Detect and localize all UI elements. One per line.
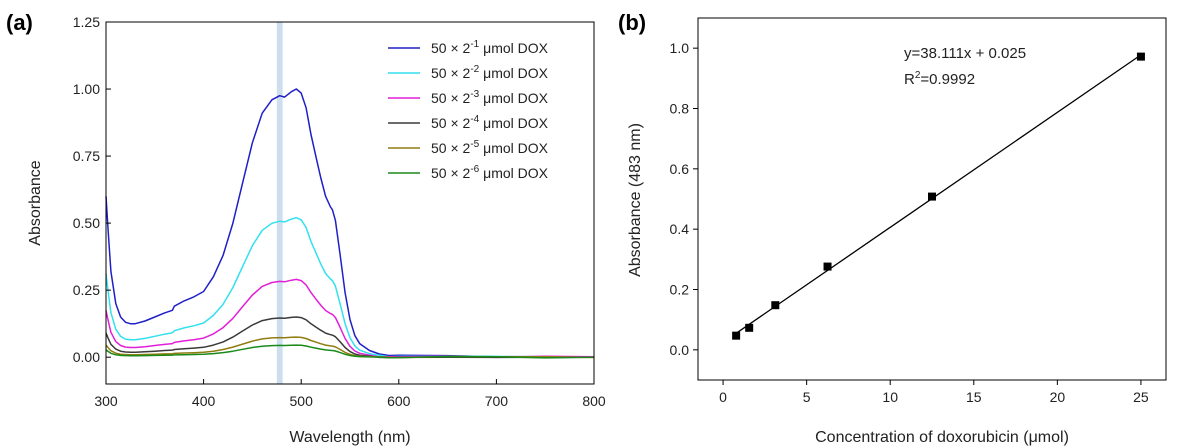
legend-entry: 50 × 2-5 μmol DOX — [431, 139, 549, 156]
x-tick-label: 600 — [387, 393, 411, 409]
legend-entry: 50 × 2-2 μmol DOX — [431, 64, 549, 81]
fit-equation: y=38.111x + 0.025 — [904, 45, 1026, 62]
x-tick-label: 500 — [290, 393, 314, 409]
data-point — [823, 262, 832, 271]
y-tick-label: 0.8 — [670, 101, 690, 117]
y-tick-label: 0.25 — [73, 282, 100, 298]
data-point — [771, 301, 780, 310]
legend: 50 × 2-1 μmol DOX 50 × 2-2 μmol DOX 50 × 2… — [388, 39, 549, 181]
series-line — [105, 316, 594, 359]
data-points — [732, 52, 1145, 340]
x-tick-label: 25 — [1133, 389, 1149, 405]
x-ticks-b: 0 5 10 15 20 25 — [719, 380, 1149, 405]
y-tick-label: 0.75 — [73, 148, 100, 164]
x-tick-label: 5 — [803, 389, 811, 405]
fit-line — [735, 54, 1142, 334]
y-tick-label: 0.00 — [73, 349, 100, 365]
highlight-band — [276, 22, 283, 384]
y-tick-label: 0.50 — [73, 215, 100, 231]
y-tick-label: 0.2 — [670, 282, 690, 298]
y-ticks-b: 0.0 0.2 0.4 0.6 0.8 1.0 — [670, 40, 698, 358]
panel-a: (a) 300 400 500 600 700 800 0.00 0.25 0.50 0.75 1… — [6, 10, 606, 446]
y-tick-label: 1.00 — [73, 81, 100, 97]
y-tick-label: 1.25 — [73, 14, 100, 30]
spectra-lines — [105, 88, 595, 359]
x-axis-title-a: Wavelength (nm) — [289, 429, 410, 446]
y-tick-label: 0.0 — [670, 342, 690, 358]
x-tick-label: 15 — [966, 389, 982, 405]
y-axis-title-a: Absorbance — [27, 160, 44, 245]
legend-entry: 50 × 2-4 μmol DOX — [431, 114, 549, 131]
series-line — [105, 88, 595, 358]
data-point — [732, 331, 741, 340]
plot-frame-b — [697, 17, 1167, 381]
y-tick-label: 0.4 — [670, 221, 690, 237]
y-axis-title-b: Absorbance (483 nm) — [627, 123, 644, 277]
x-tick-label: 400 — [192, 393, 216, 409]
y-tick-label: 0.6 — [670, 161, 690, 177]
panel-b-label: (b) — [618, 10, 646, 35]
x-axis-title-b: Concentration of doxorubicin (μmol) — [815, 429, 1069, 446]
x-tick-label: 20 — [1050, 389, 1066, 405]
x-ticks-a: 300 400 500 600 700 800 — [94, 379, 606, 409]
data-point — [928, 192, 936, 201]
x-tick-label: 700 — [485, 393, 509, 409]
series-line — [105, 216, 595, 359]
data-point — [745, 323, 754, 332]
legend-entry: 50 × 2-6 μmol DOX — [431, 164, 549, 181]
series-line — [105, 278, 595, 359]
y-tick-label: 1.0 — [670, 40, 690, 56]
x-tick-label: 10 — [882, 389, 898, 405]
data-point — [1136, 52, 1145, 61]
r-squared: R2=0.9992 — [904, 70, 975, 88]
panel-b: (b) 0 5 10 15 20 25 0.0 0.2 0.4 0.6 0.8 1.0 Concen… — [618, 10, 1167, 446]
legend-entry: 50 × 2-3 μmol DOX — [431, 89, 549, 106]
series-line — [105, 344, 595, 359]
legend-entry: 50 × 2-1 μmol DOX — [431, 39, 549, 56]
plot-frame-a — [105, 21, 595, 385]
x-tick-label: 800 — [582, 393, 606, 409]
x-tick-label: 300 — [94, 393, 118, 409]
y-ticks-a: 0.00 0.25 0.50 0.75 1.00 1.25 — [73, 14, 111, 365]
panel-a-label: (a) — [6, 10, 33, 35]
x-tick-label: 0 — [719, 389, 727, 405]
